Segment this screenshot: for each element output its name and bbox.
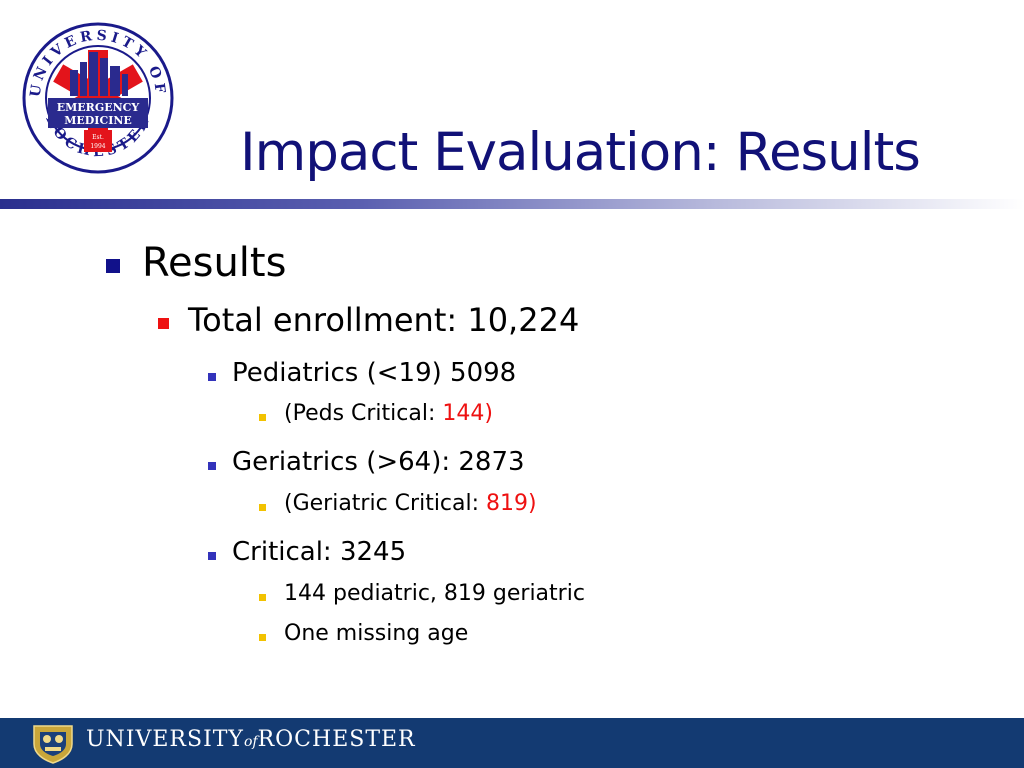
bullet-marker-icon <box>259 634 266 641</box>
bullet-text: (Geriatric Critical: <box>284 491 487 516</box>
bullet-text: (Peds Critical: <box>284 401 443 426</box>
bullet-item-level-4: (Geriatric Critical: 819) <box>284 491 537 516</box>
bullet-text: Geriatrics (>64): 2873 <box>232 447 525 477</box>
bullet-item-level-4: 144 pediatric, 819 geriatric <box>284 581 585 606</box>
svg-text:EMERGENCY: EMERGENCY <box>57 101 140 114</box>
highlighted-value: 819) <box>486 491 537 516</box>
university-crest-icon <box>33 725 73 764</box>
bullet-marker-icon <box>208 462 216 470</box>
wordmark-rochester: ROCHESTER <box>257 727 416 752</box>
wordmark-university: UNIVERSITY <box>86 727 244 752</box>
bullet-item-level-2: Total enrollment: 10,224 <box>188 301 579 339</box>
bullet-marker-icon <box>259 594 266 601</box>
bullet-marker-icon <box>158 318 169 329</box>
bullet-marker-icon <box>208 373 216 381</box>
emergency-medicine-seal-icon: UNIVERSITY OF ROCHESTER EMERGENCY MEDICI… <box>22 22 174 174</box>
bullet-text: Critical: 3245 <box>232 537 407 567</box>
bullet-text: One missing age <box>284 621 469 646</box>
bullet-item-level-4: (Peds Critical: 144) <box>284 401 493 426</box>
svg-text:Est.: Est. <box>92 134 104 141</box>
bullet-text: Results <box>142 240 287 286</box>
slide-title: Impact Evaluation: Results <box>240 122 921 183</box>
bullet-text: Total enrollment: 10,224 <box>188 301 580 339</box>
bullet-list: Results Total enrollment: 10,224 Pediatric… <box>106 240 585 646</box>
highlighted-value: 144) <box>442 401 493 426</box>
bullet-marker-icon <box>106 259 120 273</box>
bullet-item-level-3: Critical: 3245 <box>232 537 406 567</box>
bullet-item-level-1: Results <box>142 240 286 286</box>
title-divider <box>0 199 1024 209</box>
bullet-marker-icon <box>259 504 266 511</box>
bullet-item-level-4: One missing age <box>284 621 468 646</box>
bullet-text: 144 pediatric, 819 geriatric <box>284 581 585 606</box>
bullet-text: Pediatrics (<19) 5098 <box>232 358 517 388</box>
svg-text:MEDICINE: MEDICINE <box>64 114 132 127</box>
wordmark-of: of <box>243 734 258 750</box>
university-wordmark: UNIVERSITYofROCHESTER <box>86 727 416 752</box>
footer-bar: UNIVERSITYofROCHESTER <box>0 718 1024 768</box>
bullet-item-level-3: Geriatrics (>64): 2873 <box>232 447 525 477</box>
bullet-marker-icon <box>208 552 216 560</box>
bullet-item-level-3: Pediatrics (<19) 5098 <box>232 358 516 388</box>
bullet-marker-icon <box>259 414 266 421</box>
svg-text:1994: 1994 <box>90 143 105 150</box>
